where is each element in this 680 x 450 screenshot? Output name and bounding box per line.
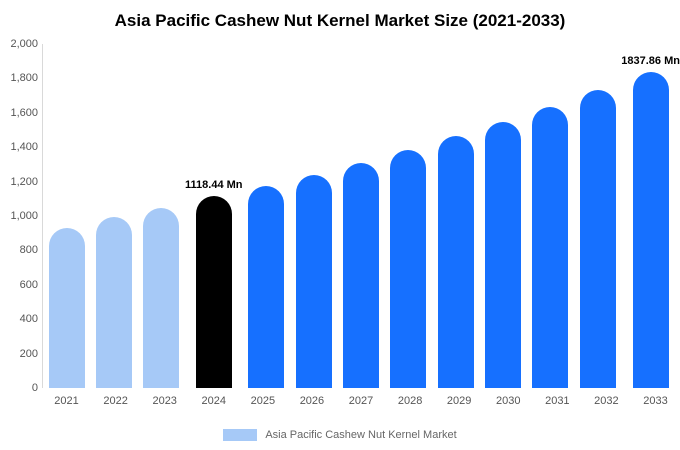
y-axis: 0 200 400 600 800 1,000 1,200 1,400 1,600 1,800 2,…: [4, 38, 42, 394]
x-axis-label: 2030: [496, 395, 521, 407]
bar-2027: [342, 163, 379, 388]
y-tick-label: 1,400: [10, 141, 38, 154]
bar-2024: [195, 195, 232, 388]
x-axis-label: 2029: [446, 395, 472, 407]
y-tick-label: 400: [19, 313, 38, 326]
chart-title: Asia Pacific Cashew Nut Kernel Market Si…: [114, 11, 566, 30]
x-axis-label: 2023: [152, 395, 177, 407]
bar-slot: 1118.44 Mn: [185, 44, 243, 388]
bar-2029: [437, 136, 474, 388]
bar-slot: 1837.86 Mn: [621, 44, 680, 388]
bar-slot: [385, 44, 432, 388]
bar-slot: [290, 44, 337, 388]
x-axis-label: 2028: [397, 395, 423, 407]
x-axis-label: 2032: [594, 395, 619, 407]
y-tick-label: 2,000: [10, 38, 38, 50]
bar-slot: [527, 44, 574, 388]
x-axis-label: 2027: [348, 395, 374, 407]
y-tick-label: 1,000: [10, 210, 38, 222]
bar-2028: [390, 150, 427, 388]
bar-slot: [337, 44, 384, 388]
bar-slot: [243, 44, 290, 388]
x-axis-label: 2033: [643, 395, 668, 407]
plot-area: 1118.44 Mn 1837.86 Mn: [42, 44, 680, 388]
bar-2031: [532, 106, 569, 388]
bar-slot: [432, 44, 479, 388]
y-tick-label: 1,600: [10, 106, 38, 119]
x-axis-label: 2021: [54, 395, 79, 407]
bar-slot: [479, 44, 526, 388]
y-tick-label: 1,800: [10, 72, 38, 85]
bar-value-label: 1118.44 Mn: [185, 178, 243, 191]
bar-2030: [484, 122, 521, 388]
bar-2026: [295, 175, 332, 388]
bar-2021: [48, 228, 85, 388]
x-axis-label: 2024: [201, 395, 227, 407]
bar-slot: [43, 44, 90, 388]
y-tick-label: 200: [19, 347, 38, 360]
x-axis-label: 2022: [103, 395, 128, 407]
x-axis-label: 2026: [299, 395, 325, 407]
y-tick-label: 600: [19, 278, 38, 291]
bar-slot: [138, 44, 185, 388]
bar-2025: [248, 186, 285, 388]
bar-2022: [96, 217, 133, 388]
y-tick-label: 1,200: [10, 175, 38, 188]
bar-2023: [143, 208, 180, 388]
bar-slot: [90, 44, 137, 388]
legend-label: Asia Pacific Cashew Nut Kernel Market: [265, 429, 457, 441]
legend: Asia Pacific Cashew Nut Kernel Market: [0, 429, 680, 441]
x-axis-label: 2031: [545, 395, 570, 407]
y-tick-label: 0: [31, 382, 38, 394]
bar-2032: [579, 90, 616, 388]
bar-value-label: 1837.86 Mn: [621, 54, 680, 67]
legend-swatch-icon: [223, 429, 258, 441]
bar-2033: [632, 71, 669, 388]
x-axis: 2021 2022 2023 2024 2025 2026 2027 2028 2029 2030…: [42, 388, 680, 414]
x-axis-label: 2025: [250, 395, 276, 407]
bar-chart: 0 200 400 600 800 1,000 1,200 1,400 1,600 1,800 2,…: [4, 38, 680, 414]
y-tick-label: 800: [19, 244, 38, 257]
bar-slot: [574, 44, 621, 388]
plot-column: 1118.44 Mn 1837.86 Mn 2021 2022 2023 2024 202…: [42, 44, 680, 414]
